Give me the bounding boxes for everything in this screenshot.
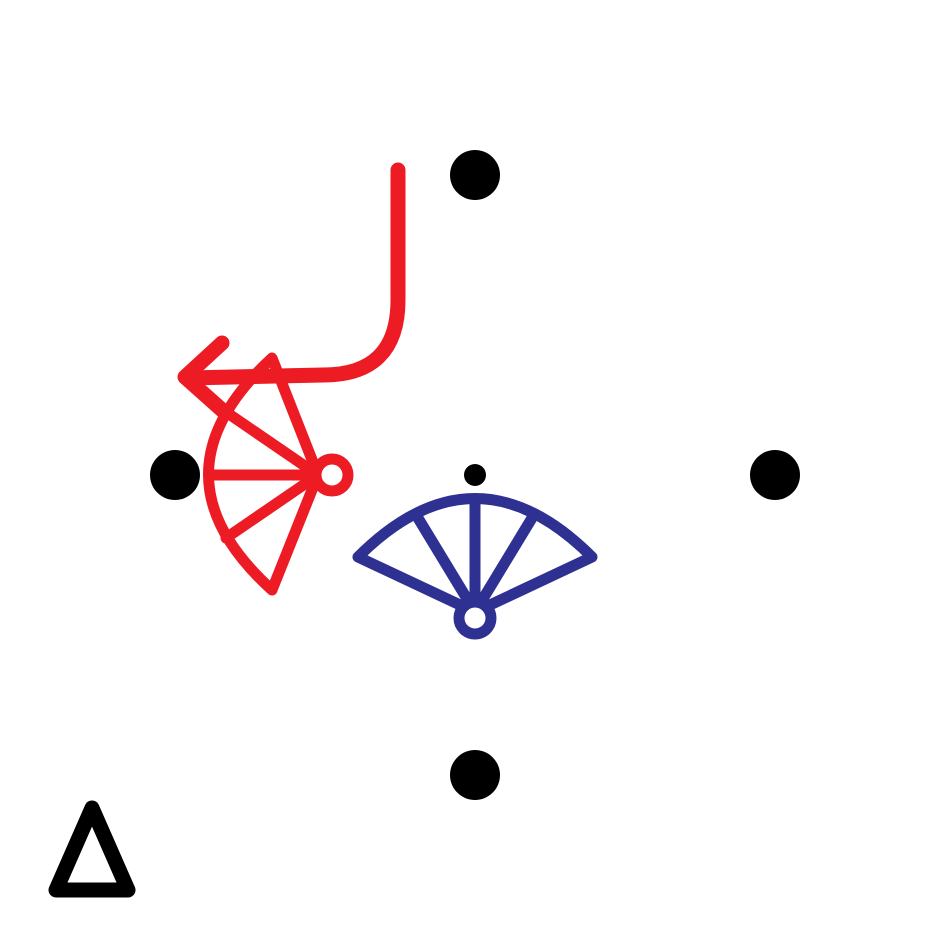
blue-fan-rib-1 <box>412 512 481 618</box>
top-dot <box>450 150 500 200</box>
blue-fan-pivot <box>453 596 497 640</box>
red-path-arrow <box>177 162 406 418</box>
left-dot <box>150 450 200 500</box>
red-fan-rib-3 <box>220 469 324 544</box>
delta-symbol <box>48 800 136 898</box>
red-fan-pivot <box>310 453 354 497</box>
center-dot <box>464 464 486 486</box>
blue-fan-rib-3 <box>469 512 538 618</box>
red-path-line <box>180 162 406 386</box>
blue-fan <box>352 493 598 640</box>
red-arrowhead <box>177 335 230 418</box>
red-fan <box>203 352 354 596</box>
bottom-dot <box>450 750 500 800</box>
right-dot <box>750 450 800 500</box>
red-fan-rib-1 <box>220 406 324 481</box>
